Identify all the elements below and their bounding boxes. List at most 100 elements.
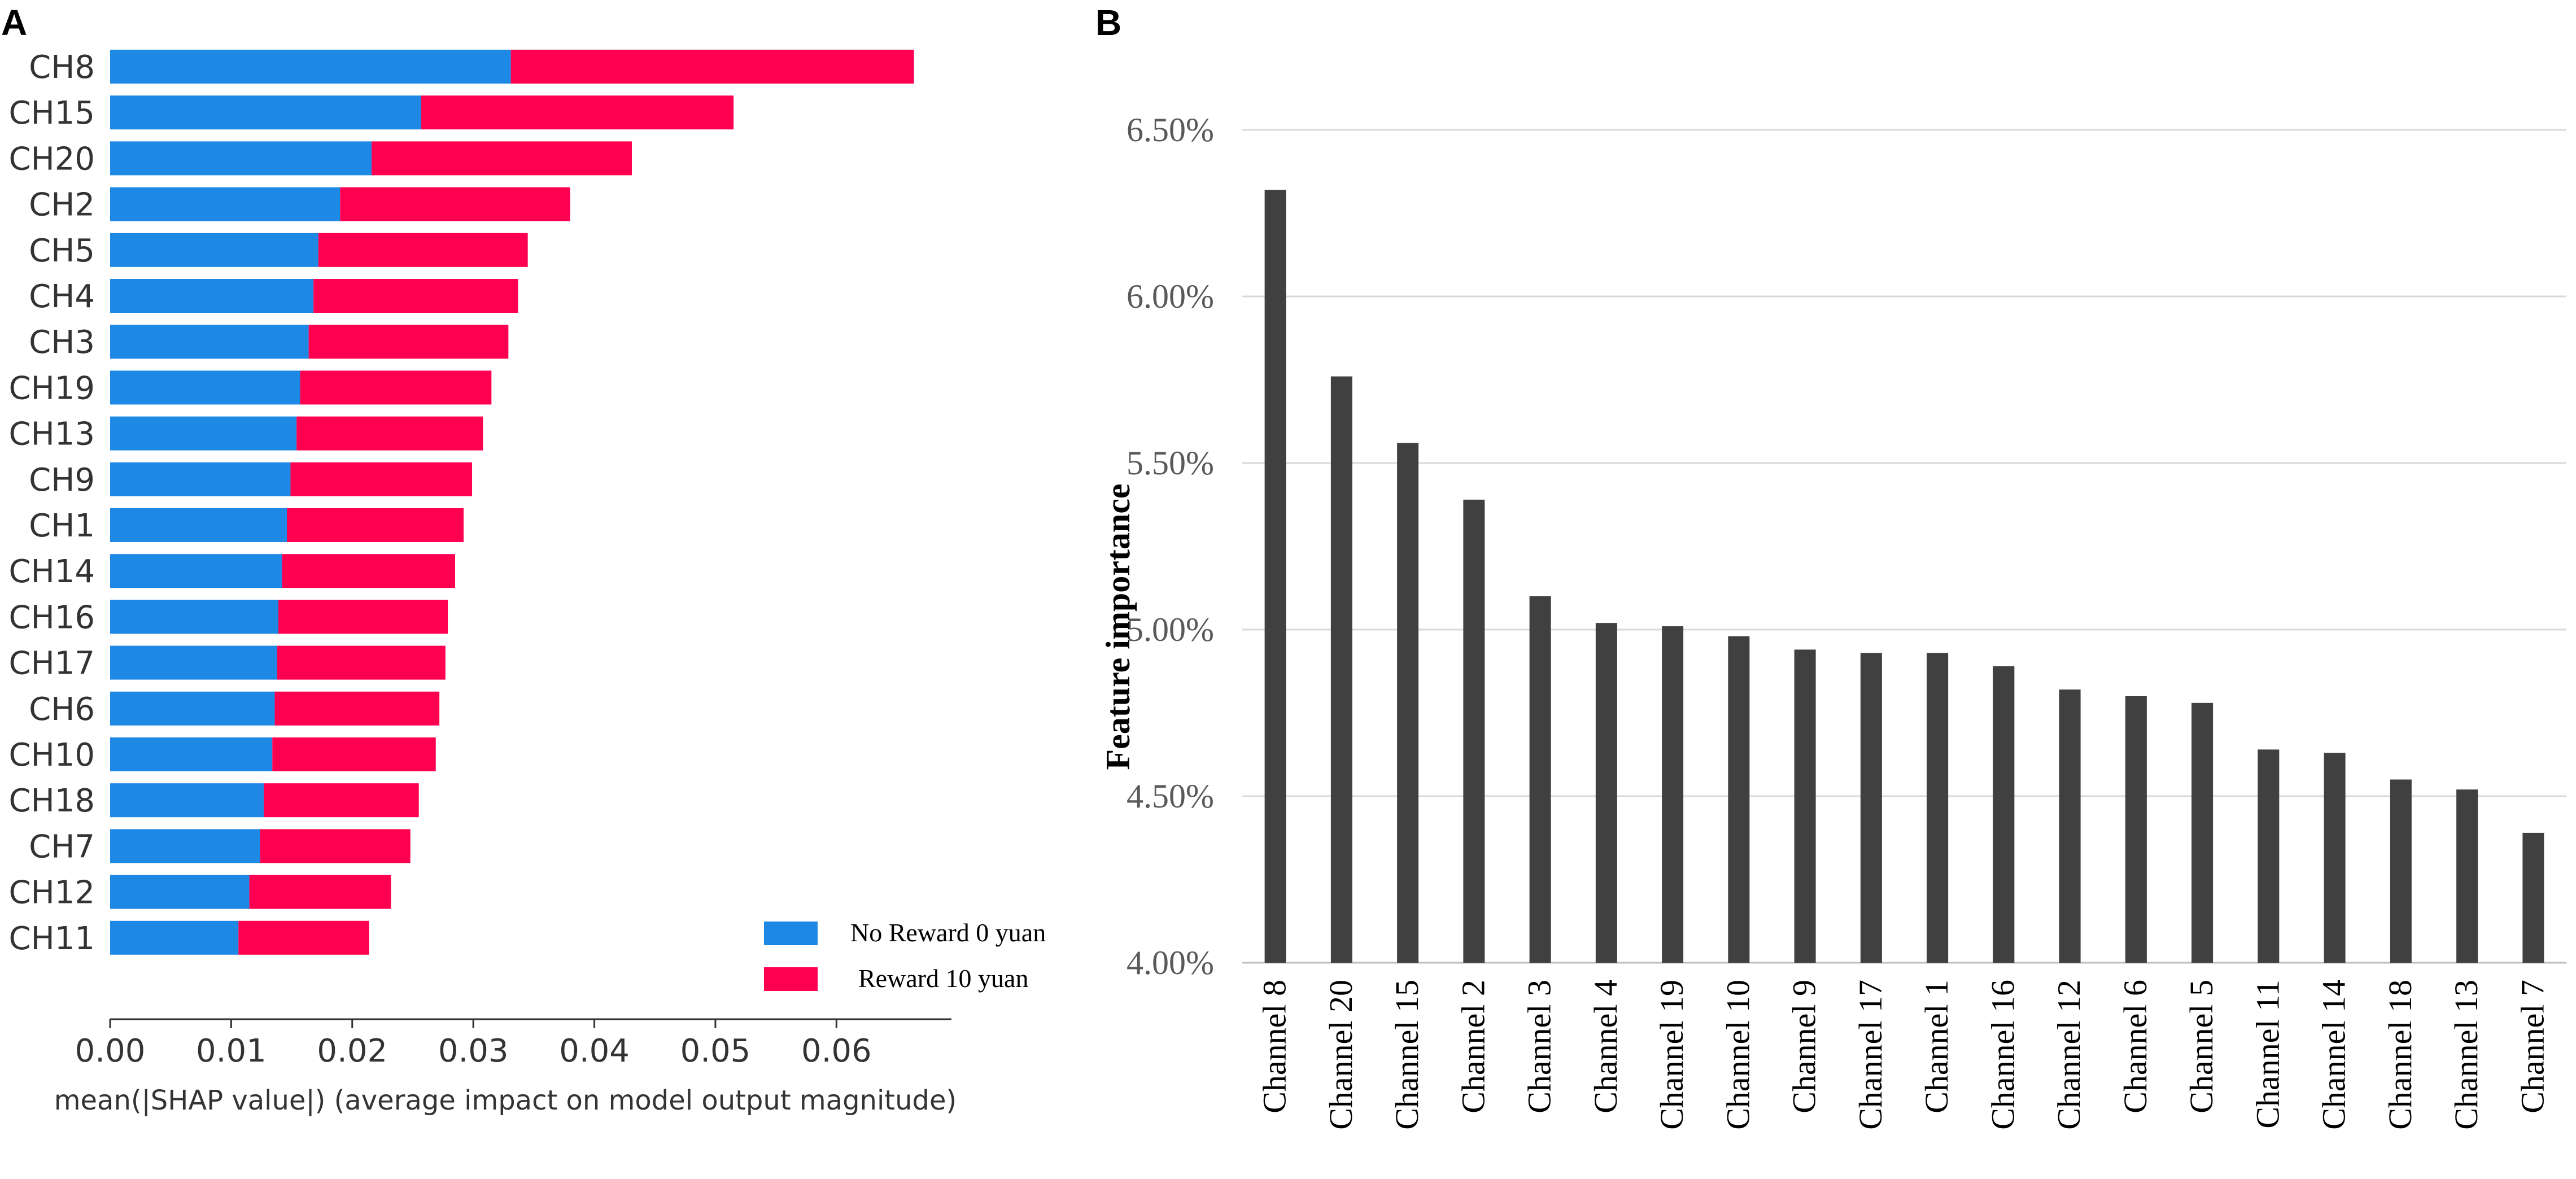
shap-bar-ch11-reward — [238, 920, 369, 955]
importance-x-tick-label: Channel 18 — [2382, 980, 2418, 1130]
importance-x-tick-label: Channel 4 — [1587, 980, 1624, 1114]
shap-x-tick-label: 0.06 — [801, 1033, 872, 1069]
importance-x-tick-label: Channel 5 — [2183, 980, 2220, 1114]
shap-bar-ch4-reward — [313, 279, 518, 313]
shap-x-tick-label: 0.02 — [317, 1033, 387, 1069]
shap-bar-ch6-no-reward — [110, 691, 275, 726]
shap-bar-ch7-reward — [260, 829, 411, 863]
shap-feature-label: CH18 — [9, 783, 95, 819]
shap-feature-label: CH19 — [9, 370, 95, 407]
importance-y-tick-label: 5.50% — [1127, 444, 1214, 482]
shap-feature-label: CH9 — [29, 462, 95, 499]
importance-bar-channel-9 — [1794, 649, 1816, 963]
shap-bar-ch16-no-reward — [110, 600, 278, 634]
importance-x-tick-label: Channel 7 — [2514, 980, 2551, 1114]
shap-feature-label: CH17 — [9, 645, 95, 682]
importance-x-tick-label: Channel 20 — [1322, 980, 1359, 1130]
shap-bar-ch12-no-reward — [110, 875, 250, 909]
shap-feature-label: CH6 — [29, 691, 95, 728]
importance-y-tick-label: 6.00% — [1127, 278, 1214, 315]
importance-x-tick-label: Channel 6 — [2117, 980, 2154, 1114]
importance-bar-channel-4 — [1595, 623, 1617, 963]
importance-bar-channel-8 — [1264, 190, 1286, 963]
shap-feature-label: CH13 — [9, 416, 95, 453]
importance-x-tick-label: Channel 10 — [1719, 980, 1756, 1130]
shap-summary-chart: CH8 CH15 CH20 CH2 CH5 CH4 CH3 CH19 CH13 CH9 CH1 CH1… — [9, 49, 1046, 1116]
shap-bar-ch11-no-reward — [110, 920, 239, 955]
importance-x-tick-label: Channel 3 — [1521, 980, 1558, 1114]
shap-bar-ch19-reward — [300, 370, 492, 405]
importance-bar-channel-2 — [1463, 499, 1485, 963]
importance-bar-channel-12 — [2059, 689, 2081, 963]
shap-bar-ch18-no-reward — [110, 783, 264, 818]
importance-bar-channel-18 — [2390, 779, 2412, 963]
shap-legend: No Reward 0 yuan Reward 10 yuan — [764, 918, 1046, 993]
shap-feature-label: CH12 — [9, 875, 95, 911]
importance-bar-channel-20 — [1330, 376, 1352, 963]
importance-x-tick-label: Channel 9 — [1786, 980, 1823, 1114]
shap-bar-ch20-reward — [372, 141, 632, 176]
shap-bar-ch4-no-reward — [110, 279, 314, 313]
importance-y-tick-label: 4.00% — [1127, 944, 1214, 981]
shap-x-axis-label: mean(|SHAP value|) (average impact on mo… — [54, 1085, 957, 1116]
legend-swatch-reward — [764, 967, 818, 991]
shap-feature-label: CH2 — [29, 187, 95, 224]
importance-x-tick-label: Channel 2 — [1455, 980, 1491, 1114]
importance-x-tick-label: Channel 8 — [1256, 980, 1293, 1114]
legend-swatch-no-reward — [764, 922, 818, 945]
legend-label-reward: Reward 10 yuan — [858, 964, 1028, 993]
shap-feature-label: CH8 — [29, 49, 95, 86]
shap-feature-label: CH16 — [9, 599, 95, 636]
shap-bar-ch10-no-reward — [110, 737, 273, 771]
importance-x-tick-label: Channel 1 — [1918, 980, 1955, 1114]
feature-importance-chart: 4.00% 4.50% 5.00% 5.50% 6.00% 6.50% Channel 8… — [1099, 111, 2566, 1130]
importance-bar-channel-15 — [1397, 443, 1419, 963]
shap-feature-label: CH10 — [9, 737, 95, 774]
importance-bar-channel-14 — [2324, 753, 2346, 963]
shap-bar-ch17-no-reward — [110, 645, 277, 680]
shap-bar-ch15-reward — [421, 95, 734, 130]
importance-x-tick-label: Channel 14 — [2316, 980, 2352, 1130]
shap-bar-ch1-reward — [287, 508, 464, 542]
importance-bar-channel-5 — [2191, 702, 2213, 963]
shap-bar-ch7-no-reward — [110, 829, 260, 863]
importance-bar-channel-6 — [2125, 696, 2147, 963]
importance-y-tick-label: 6.50% — [1127, 111, 1214, 149]
shap-feature-label: CH5 — [29, 233, 95, 269]
shap-x-tick-label: 0.04 — [559, 1033, 630, 1069]
panel-a-label: A — [1, 2, 27, 43]
shap-bar-ch1-no-reward — [110, 508, 287, 542]
shap-x-tick-label: 0.03 — [438, 1033, 509, 1069]
shap-bar-ch20-no-reward — [110, 141, 372, 176]
shap-bar-ch14-no-reward — [110, 554, 282, 588]
importance-x-tick-label: Channel 15 — [1389, 980, 1425, 1130]
shap-bar-ch17-reward — [277, 645, 446, 680]
shap-x-tick-label: 0.05 — [680, 1033, 751, 1069]
importance-x-tick-label: Channel 13 — [2448, 980, 2485, 1130]
importance-gridlines — [1242, 129, 2566, 964]
shap-bar-ch9-reward — [290, 462, 473, 496]
shap-feature-label: CH3 — [29, 324, 95, 361]
importance-x-ticks: Channel 8 Channel 20 Channel 15 Channel 2 Ch… — [1256, 980, 2551, 1130]
shap-feature-labels: CH8 CH15 CH20 CH2 CH5 CH4 CH3 CH19 CH13 CH9 CH1 CH1… — [9, 49, 95, 957]
shap-bar-ch16-reward — [278, 600, 448, 634]
importance-bar-channel-7 — [2522, 832, 2544, 963]
importance-bar-channel-19 — [1662, 626, 1684, 963]
importance-y-axis-label: Feature importance — [1099, 483, 1137, 770]
shap-bar-ch13-no-reward — [110, 416, 297, 451]
shap-feature-label: CH11 — [9, 920, 95, 957]
shap-x-tick-label: 0.01 — [196, 1033, 267, 1069]
importance-y-ticks: 4.00% 4.50% 5.00% 5.50% 6.00% 6.50% — [1127, 111, 1214, 981]
importance-x-tick-label: Channel 19 — [1653, 980, 1690, 1130]
shap-bar-ch3-reward — [308, 325, 509, 359]
shap-bar-ch8-no-reward — [110, 50, 511, 84]
shap-feature-label: CH20 — [9, 141, 95, 177]
legend-label-no-reward: No Reward 0 yuan — [850, 918, 1046, 947]
shap-bar-ch10-reward — [272, 737, 436, 771]
shap-feature-label: CH14 — [9, 553, 95, 590]
shap-bar-ch19-no-reward — [110, 370, 300, 405]
importance-x-tick-label: Channel 17 — [1852, 980, 1889, 1130]
importance-y-tick-label: 5.00% — [1127, 611, 1214, 648]
shap-bar-ch5-reward — [318, 233, 528, 267]
